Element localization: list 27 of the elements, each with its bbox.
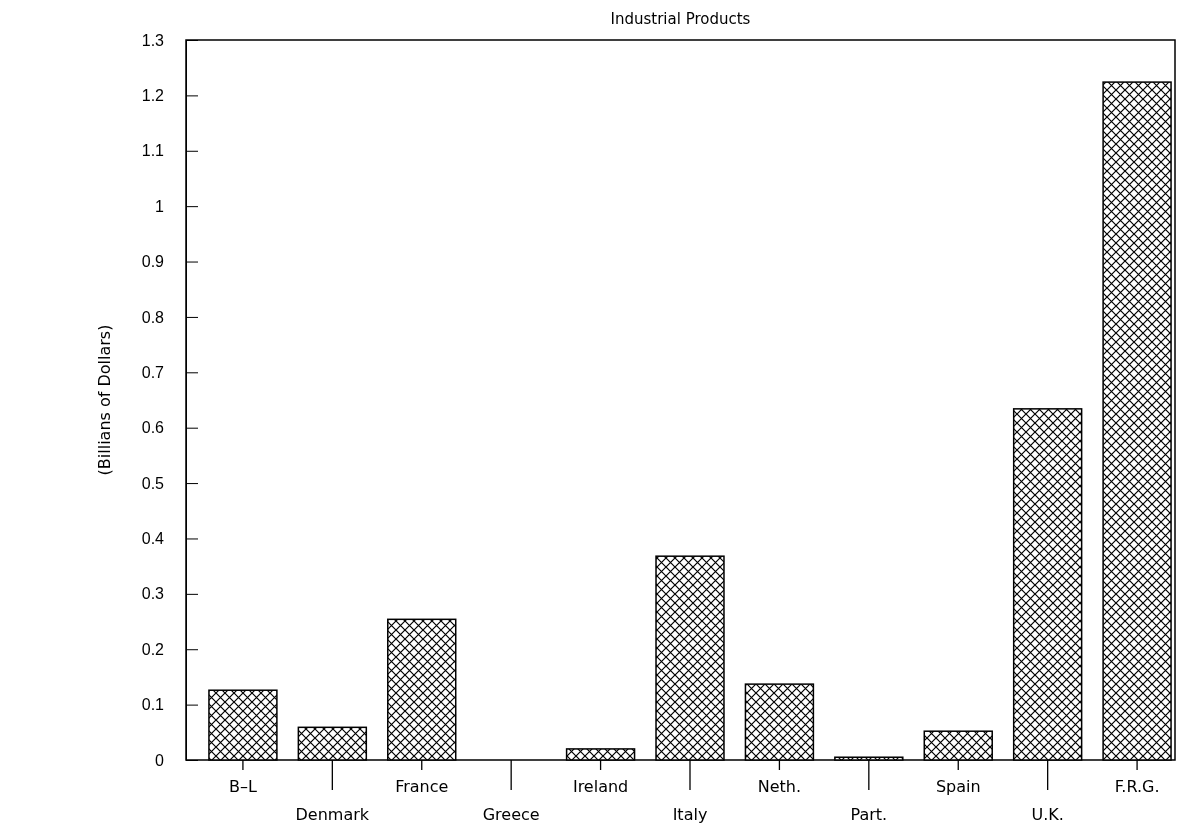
- x-tick-label: Spain: [935, 777, 981, 796]
- x-tick-label: Ireland: [572, 777, 629, 796]
- chart-title: Industrial Products: [610, 10, 751, 28]
- y-tick-label: 0.5: [141, 474, 165, 492]
- x-tick-label: Italy: [672, 805, 708, 824]
- y-tick-label: 0.6: [141, 419, 165, 437]
- y-tick-label: 0.1: [141, 696, 165, 714]
- y-tick-label: 0.3: [141, 585, 165, 603]
- y-tick-label: 1: [155, 197, 165, 215]
- y-axis-title: (Billians of Dollars): [95, 324, 114, 476]
- y-tick-label: 1.3: [141, 31, 165, 49]
- x-tick-label: U.K.: [1031, 805, 1064, 824]
- y-tick-label: 0: [155, 751, 165, 769]
- y-tick-label: 1.1: [141, 142, 165, 160]
- x-tick-label: Part.: [850, 805, 888, 824]
- y-tick-label: 0.2: [141, 640, 165, 658]
- y-tick-label: 0.7: [141, 363, 165, 381]
- x-tick-label: France: [395, 777, 449, 796]
- y-tick-label: 0.4: [141, 530, 165, 548]
- y-tick-label: 1.2: [141, 87, 165, 104]
- x-tick-label: B–L: [228, 777, 257, 796]
- y-tick-label: 0.9: [141, 253, 165, 271]
- y-tick-label: 0.8: [141, 308, 165, 326]
- x-tick-label: Denmark: [295, 805, 370, 824]
- x-tick-label: Neth.: [757, 777, 802, 796]
- x-tick-label: Greece: [482, 805, 540, 824]
- x-tick-label: F.R.G.: [1114, 777, 1160, 796]
